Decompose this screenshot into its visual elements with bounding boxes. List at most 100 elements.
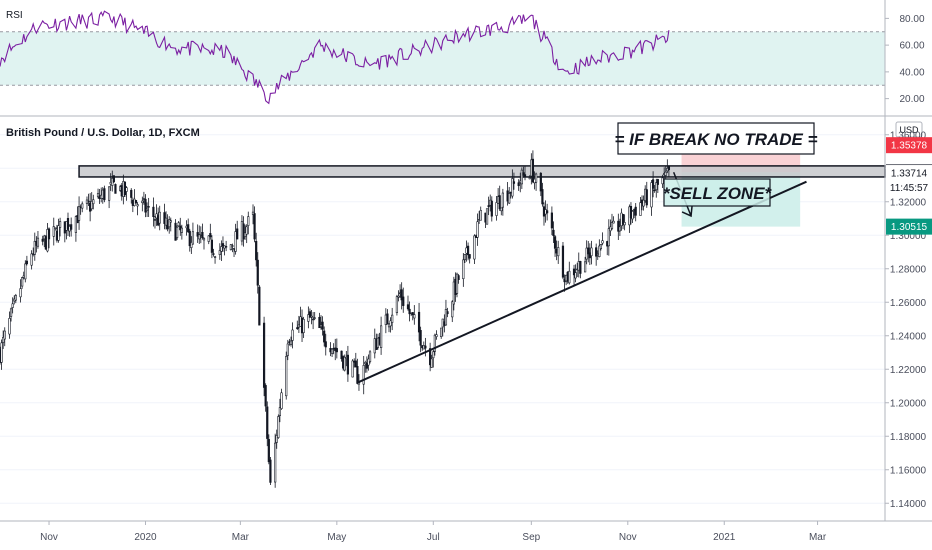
currency-box[interactable]: USD	[895, 121, 923, 138]
rsi-tick-label: 80.00	[899, 14, 924, 25]
candle	[539, 172, 542, 197]
candle	[479, 206, 482, 221]
candle	[280, 388, 283, 410]
candle-body	[424, 345, 427, 349]
candle	[557, 240, 560, 264]
candle-body	[210, 239, 214, 253]
candle	[85, 196, 89, 210]
price-tick-label: 1.16000	[890, 465, 927, 476]
candle	[609, 219, 612, 236]
candle	[617, 213, 620, 240]
candle	[432, 349, 435, 368]
sell-zone-label[interactable]: *SELL ZONE*	[663, 178, 773, 207]
candle	[642, 195, 645, 211]
candle	[103, 185, 106, 203]
candle-body	[634, 206, 637, 216]
candle	[517, 179, 520, 191]
candle	[87, 193, 90, 207]
candle	[650, 179, 653, 216]
candle	[402, 287, 405, 313]
candle-body	[153, 219, 157, 221]
candle	[134, 200, 138, 204]
candle	[487, 196, 490, 216]
candle	[389, 317, 392, 333]
candle	[307, 306, 310, 329]
price-badge-text: 11:45:57	[890, 183, 929, 194]
candle-body	[552, 229, 555, 237]
candle-body	[468, 254, 471, 259]
candle	[321, 316, 324, 336]
candle	[587, 240, 590, 263]
candle-body	[54, 227, 57, 229]
candle-body	[47, 228, 51, 240]
candle	[125, 186, 128, 201]
candle	[225, 240, 228, 252]
candle-body	[198, 234, 201, 240]
time-axis[interactable]: Nov 2020 Mar May Jul Sep Nov 2021 Mar	[40, 521, 827, 543]
candle-body	[114, 184, 117, 194]
candle-body	[152, 206, 155, 217]
candle-body	[201, 232, 204, 238]
support-trendline[interactable]	[356, 180, 807, 384]
candle	[218, 243, 221, 260]
candle-body	[367, 358, 370, 366]
candle	[468, 254, 471, 264]
candle-body	[572, 268, 576, 276]
candle	[498, 185, 501, 211]
price-tick-label: 1.24000	[890, 331, 927, 342]
candle-body	[247, 216, 250, 226]
candle	[367, 354, 370, 371]
candle	[561, 241, 565, 280]
candle-body	[81, 203, 84, 209]
candle	[455, 272, 459, 298]
candle-body	[278, 407, 281, 416]
candle-body	[490, 200, 493, 217]
candle	[210, 235, 214, 259]
resistance-zone[interactable]	[78, 165, 886, 178]
if-break-label[interactable]: = IF BREAK NO TRADE =	[614, 122, 818, 155]
candle	[41, 235, 44, 246]
candle	[147, 197, 150, 217]
candle-body	[639, 202, 642, 216]
candle-body	[534, 173, 538, 183]
candle	[153, 216, 157, 229]
candle-body	[435, 334, 438, 337]
candle	[495, 196, 498, 221]
candle-body	[103, 188, 106, 201]
candle	[244, 224, 247, 240]
candle	[406, 295, 410, 311]
time-tick-label: May	[327, 532, 346, 543]
candle	[568, 261, 571, 285]
candle-body	[188, 230, 191, 247]
candle-body	[266, 406, 269, 439]
candle	[247, 211, 250, 235]
candle-body	[653, 189, 656, 192]
candle	[163, 203, 166, 230]
candle	[512, 172, 516, 190]
candle	[656, 178, 659, 193]
if-break-text: = IF BREAK NO TRADE =	[614, 130, 817, 149]
candle-body	[25, 260, 28, 265]
price-tick-label: 1.30000	[890, 231, 927, 242]
candle	[511, 169, 514, 199]
candle	[114, 183, 117, 194]
candle-body	[220, 246, 223, 252]
candle	[618, 218, 621, 236]
candle	[476, 213, 479, 246]
candle-body	[539, 172, 542, 192]
price-badge	[886, 165, 932, 182]
candle	[343, 354, 346, 372]
candle	[623, 214, 626, 231]
candle	[8, 311, 11, 339]
candle-body	[473, 235, 476, 260]
time-tick-label: 2020	[134, 532, 157, 543]
price-badge-text: 1.30515	[891, 222, 928, 233]
candle	[419, 326, 422, 353]
candle	[661, 174, 664, 189]
candle	[610, 213, 614, 231]
candle	[607, 219, 610, 256]
candle-body	[417, 311, 421, 333]
candle-body	[661, 177, 664, 185]
candle-body	[642, 199, 645, 207]
